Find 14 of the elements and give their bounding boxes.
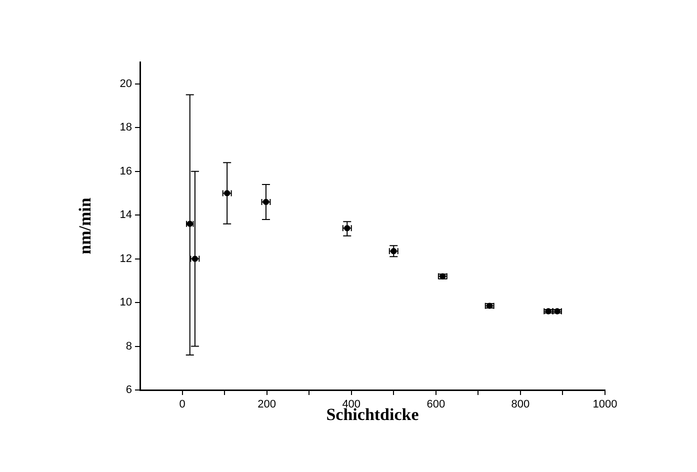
x-tick-label: 800 xyxy=(511,398,530,411)
x-tick-label: 200 xyxy=(258,398,276,411)
y-tick-label: 16 xyxy=(120,165,132,178)
y-tick-label: 14 xyxy=(120,209,132,222)
y-tick-label: 6 xyxy=(126,384,132,396)
y-axis-title: nm/min xyxy=(76,197,95,254)
x-tick-label: 600 xyxy=(426,398,446,411)
y-tick-label: 10 xyxy=(120,296,132,309)
x-tick-label: 1000 xyxy=(592,398,618,411)
x-tick-label: 0 xyxy=(179,398,186,411)
y-tick-label: 18 xyxy=(120,122,132,134)
y-tick-label: 20 xyxy=(120,78,132,90)
y-tick-label: 8 xyxy=(126,340,132,352)
y-tick-label: 12 xyxy=(120,252,132,265)
